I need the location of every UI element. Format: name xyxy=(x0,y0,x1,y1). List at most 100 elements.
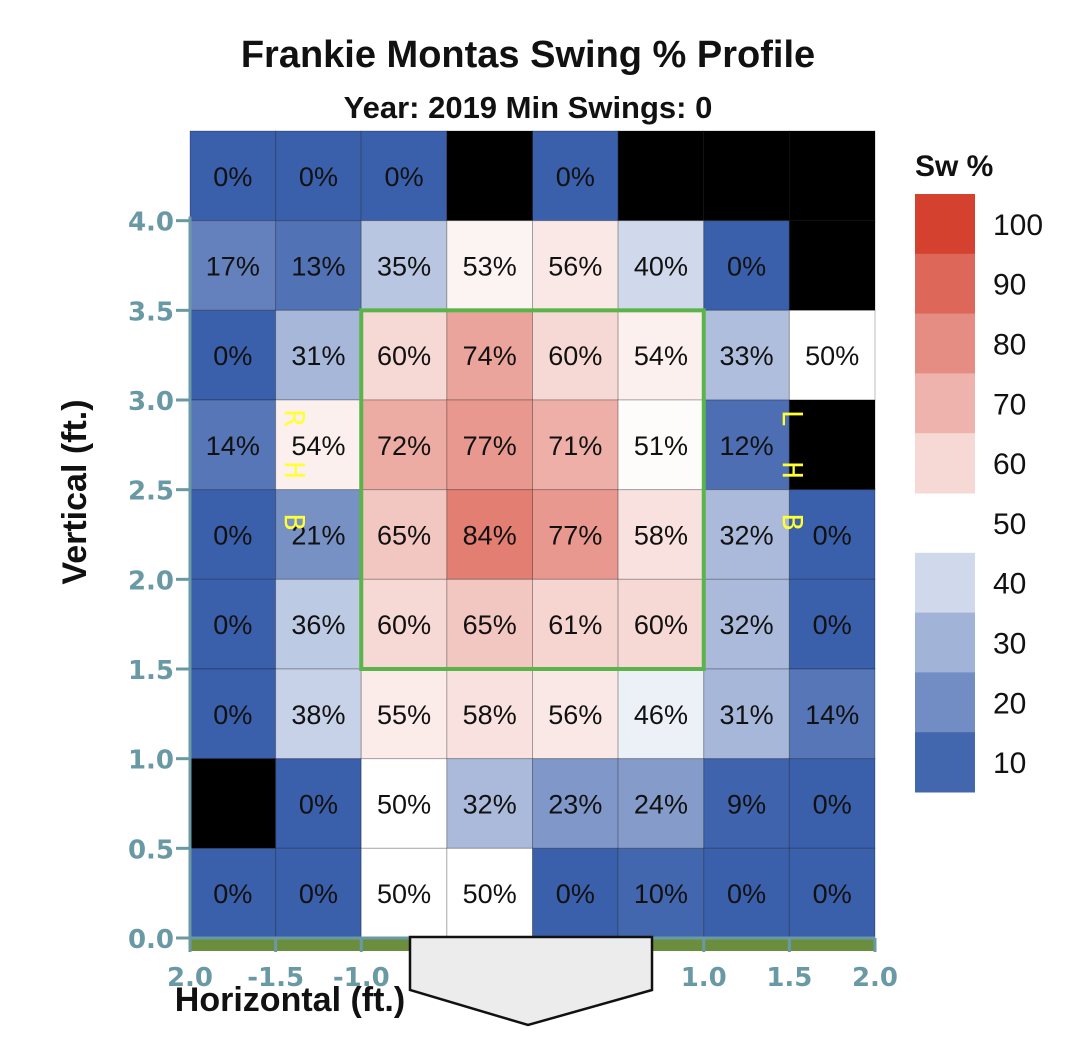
heatmap-cell xyxy=(532,309,619,401)
cell-value-label: 10% xyxy=(634,879,688,909)
heatmap-cell xyxy=(189,130,277,222)
cell-value-label: 60% xyxy=(548,341,602,371)
heatmap-cell xyxy=(617,758,705,849)
y-tick-label: 2.5 xyxy=(128,477,174,507)
heatmap-cell xyxy=(703,130,790,222)
chart-subtitle: Year: 2019 Min Swings: 0 xyxy=(344,90,713,125)
y-axis-ticks: 0.0 0.5 1.0 1.5 2.0 2.5 3.0 3.5 4.0 xyxy=(128,208,190,955)
cell-value-label: 72% xyxy=(377,431,431,461)
legend-label: 20 xyxy=(993,687,1026,720)
heatmap-cell xyxy=(360,130,448,222)
heatmap-cell xyxy=(189,399,277,491)
legend-label: 40 xyxy=(993,568,1026,601)
cell-value-label: 0% xyxy=(813,879,852,909)
cell-value-label: 23% xyxy=(548,790,602,820)
batter-label-char: L xyxy=(776,410,809,427)
heatmap-cell xyxy=(446,130,533,222)
cell-value-label: 31% xyxy=(720,700,774,730)
heatmap-cell xyxy=(360,489,448,580)
heatmap-cell xyxy=(703,847,790,939)
legend-swatch xyxy=(915,373,975,434)
legend-swatch xyxy=(915,433,975,494)
home-plate-icon xyxy=(408,935,654,1027)
heatmap-cell xyxy=(275,668,362,760)
heatmap-cell xyxy=(446,758,533,849)
legend-label: 10 xyxy=(993,747,1026,780)
legend-title: Sw % xyxy=(915,150,993,183)
heatmap-cell xyxy=(189,309,277,401)
cell-value-label: 53% xyxy=(463,252,517,282)
cell-value-label: 0% xyxy=(299,162,338,192)
cell-value-label: 55% xyxy=(377,700,431,730)
legend-swatch xyxy=(915,672,975,733)
cell-value-label: 32% xyxy=(463,790,517,820)
cell-value-label: 50% xyxy=(463,879,517,909)
heatmap-cell xyxy=(275,758,362,849)
cell-value-label: 51% xyxy=(634,431,688,461)
heatmap-cell xyxy=(788,489,876,580)
y-axis-title: Vertical (ft.) xyxy=(56,399,94,584)
cell-value-label: 60% xyxy=(377,610,431,640)
heatmap-cell xyxy=(617,309,705,401)
strike-zone xyxy=(359,308,706,671)
cell-value-label: 12% xyxy=(720,431,774,461)
x-axis-title: Horizontal (ft.) xyxy=(175,981,405,1019)
x-tick-label: -1.5 xyxy=(247,963,304,993)
heatmap-cell xyxy=(360,399,448,491)
heatmap-cell xyxy=(360,578,448,670)
cell-value-label: 50% xyxy=(377,879,431,909)
cell-value-label: 60% xyxy=(634,610,688,640)
heatmap-cell xyxy=(788,130,876,222)
cell-value-label: 0% xyxy=(727,252,766,282)
heatmap-cell xyxy=(617,578,705,670)
legend-label: 80 xyxy=(993,329,1026,362)
x-tick-label: 1.0 xyxy=(681,963,727,993)
y-tick-label: 1.0 xyxy=(128,746,174,776)
cell-value-label: 65% xyxy=(463,610,517,640)
cell-value-label: 0% xyxy=(727,879,766,909)
heatmap-cell xyxy=(189,668,277,760)
legend-swatch xyxy=(915,612,975,673)
batter-label-char: B xyxy=(278,514,311,531)
x-tick-label: 2.0 xyxy=(852,963,898,993)
cell-value-label: 65% xyxy=(377,521,431,551)
cell-value-label: 50% xyxy=(805,341,859,371)
heatmap-cell xyxy=(275,130,362,222)
heatmap-cell xyxy=(617,847,705,939)
cell-value-label: 36% xyxy=(291,610,345,640)
batter-label-char: H xyxy=(776,462,809,479)
chart-title: Frankie Montas Swing % Profile xyxy=(241,34,815,76)
x-tick-label: 2.0 xyxy=(167,963,213,993)
cell-value-label: 54% xyxy=(291,431,345,461)
heatmap-cell xyxy=(446,220,533,311)
cell-value-label: 0% xyxy=(299,790,338,820)
y-tick-label: 0.5 xyxy=(128,835,174,865)
cell-value-label: 71% xyxy=(548,431,602,461)
legend-label: 50 xyxy=(993,508,1026,541)
cell-value-label: 50% xyxy=(377,790,431,820)
heatmap-cell xyxy=(703,668,790,760)
y-tick-label: 4.0 xyxy=(128,208,174,238)
cell-value-label: 0% xyxy=(556,879,595,909)
x-axis-ticks: 2.0 -1.5 -1.0 1.0 1.5 2.0 xyxy=(167,938,898,993)
cell-value-label: 0% xyxy=(813,790,852,820)
cell-value-label: 46% xyxy=(634,700,688,730)
cell-value-label: 60% xyxy=(377,341,431,371)
heatmap-cell xyxy=(189,758,277,849)
cell-value-label: 77% xyxy=(548,521,602,551)
color-legend: 100 90 80 70 60 50 40 30 20 10 xyxy=(915,194,1043,793)
cell-value-label: 0% xyxy=(813,521,852,551)
legend-label: 70 xyxy=(993,388,1026,421)
heatmap-cell xyxy=(275,399,362,491)
heatmap-cell xyxy=(703,578,790,670)
heatmap-cell xyxy=(617,130,705,222)
cell-value-label: 32% xyxy=(720,521,774,551)
x-tick-label: 1.5 xyxy=(766,963,812,993)
cell-value-label: 32% xyxy=(720,610,774,640)
cell-value-label: 0% xyxy=(813,610,852,640)
y-tick-label: 3.5 xyxy=(128,297,174,327)
cell-value-label: 13% xyxy=(291,252,345,282)
cell-value-label: 33% xyxy=(720,341,774,371)
batter-side-labels: R H B L H B xyxy=(278,410,809,531)
